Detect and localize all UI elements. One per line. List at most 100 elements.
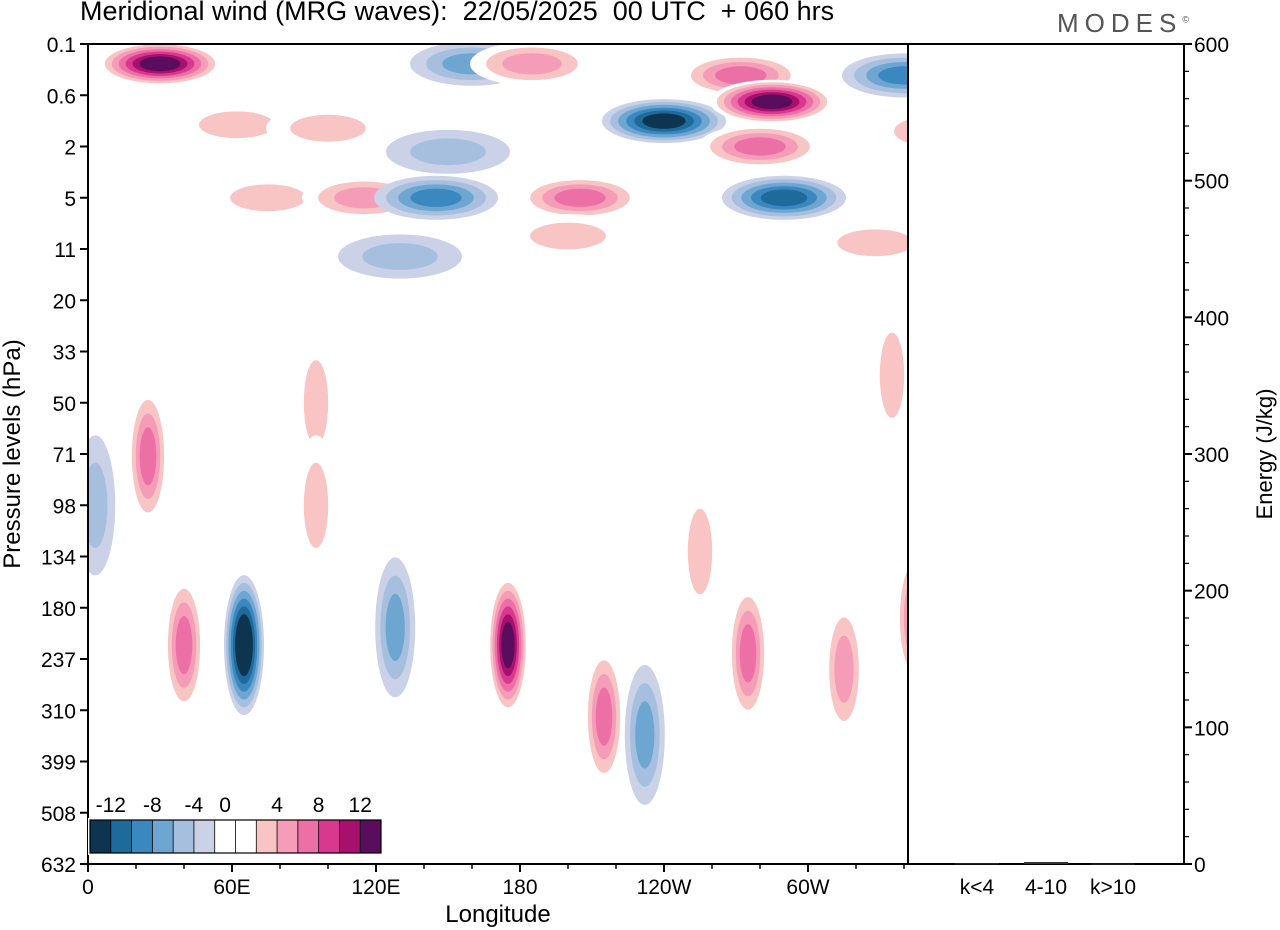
- energy-y-tick-label: 400: [1194, 307, 1229, 330]
- y-tick-label: 2: [64, 137, 76, 160]
- energy-y-tick-label: 600: [1194, 34, 1229, 57]
- wind-contour-11-1: [530, 222, 606, 250]
- colorbar-swatch: [235, 820, 257, 853]
- wind-contour-18-0: [878, 112, 908, 151]
- energy-x-tick-label: k>10: [1090, 876, 1136, 899]
- y-tick-label: 237: [41, 649, 76, 672]
- wind-contour-35-1: [935, 482, 959, 567]
- y-tick-label: 632: [41, 854, 76, 877]
- figure-title: Meridional wind (MRG waves): 22/05/2025 …: [80, 0, 835, 26]
- y-tick-label: 310: [41, 700, 76, 723]
- energy-frame: [907, 43, 1185, 865]
- energy-bar: [1091, 863, 1135, 865]
- colorbar-swatch: [297, 820, 319, 853]
- wind-contour-12-5: [642, 113, 686, 129]
- colorbar-swatch: [277, 820, 299, 853]
- energy-y-axis: 0 100 200 300 400 500 600: [1184, 34, 1229, 877]
- wind-contour-30-2: [635, 701, 655, 769]
- y-tick-label: 71: [53, 444, 76, 467]
- wind-contour-29-3: [595, 687, 613, 746]
- wind-contour-0-6: [139, 56, 181, 72]
- energy-x-tick-label: 4-10: [1025, 876, 1067, 899]
- colorbar-swatch: [131, 820, 153, 853]
- wind-contour-18-1: [894, 119, 908, 143]
- wind-contour-5-3: [410, 188, 462, 207]
- y-tick-label: 134: [41, 547, 76, 570]
- wind-contour-1-1: [199, 111, 275, 139]
- colorbar-label: -8: [143, 794, 162, 817]
- wind-contour-7-1: [362, 243, 438, 270]
- heatmap-y-axis: 0.1 0.6 2 5 11 20 33 50 71 98 134 180 237 310 399 508 63…: [41, 34, 88, 877]
- y-tick-label: 399: [41, 752, 76, 775]
- y-tick-label: 0.6: [47, 85, 76, 108]
- heatmap-field: [88, 44, 970, 805]
- wind-contour-28-6: [501, 621, 515, 669]
- colorbar-label: 4: [271, 794, 283, 817]
- wind-contour-21-1: [879, 332, 905, 418]
- wind-contour-31-1: [687, 508, 713, 595]
- x-tick-label: 60W: [786, 876, 829, 899]
- y-tick-label: 50: [53, 393, 76, 416]
- heatmap-frame: [87, 43, 909, 865]
- x-tick-label: 120E: [351, 876, 400, 899]
- y-tick-label: 33: [53, 342, 76, 365]
- wind-contour-33-2: [834, 635, 854, 703]
- colorbar-swatch: [360, 820, 382, 853]
- wind-contour-25-6: [237, 621, 251, 669]
- heatmap-y-axis-title: Pressure levels (hPa): [0, 339, 26, 568]
- y-tick-label: 5: [64, 188, 76, 211]
- colorbar-swatch: [90, 820, 112, 853]
- colorbar: -12 -8 -4 0 4 8 12: [88, 794, 383, 855]
- x-tick-label: 120W: [637, 876, 692, 899]
- wind-contour-17-3: [878, 66, 908, 85]
- colorbar-swatch: [339, 820, 361, 853]
- y-tick-label: 180: [41, 598, 76, 621]
- wind-contour-26-1: [303, 462, 329, 548]
- wind-contour-15-3: [734, 137, 786, 156]
- energy-y-axis-title: Energy (J/kg): [1252, 389, 1277, 520]
- colorbar-swatch: [214, 820, 236, 853]
- energy-bar: [955, 863, 999, 865]
- energy-y-tick-label: 500: [1194, 171, 1229, 194]
- x-tick-label: 0: [82, 876, 94, 899]
- wind-contour-6-1: [410, 138, 486, 166]
- wind-contour-24-3: [175, 616, 193, 675]
- colorbar-label: 0: [219, 794, 231, 817]
- y-tick-label: 0.1: [47, 34, 76, 57]
- wind-contour-32-3: [739, 624, 757, 683]
- wind-contour-13-3: [715, 66, 767, 85]
- wind-contour-3-1: [290, 114, 366, 142]
- colorbar-swatch: [256, 820, 278, 853]
- colorbar-swatch: [110, 820, 132, 853]
- y-tick-label: 508: [41, 803, 76, 826]
- wind-contour-2-1: [230, 184, 306, 212]
- colorbar-label: -12: [96, 794, 126, 817]
- wind-contour-9-2: [502, 53, 562, 75]
- energy-y-tick-label: 200: [1194, 581, 1229, 604]
- energy-y-tick-label: 0: [1194, 854, 1206, 877]
- wind-contour-34-2: [903, 585, 908, 651]
- y-tick-label: 11: [54, 239, 76, 262]
- heatmap-x-axis: 0 60E 120E 180 120W 60W: [82, 864, 905, 899]
- wind-contour-27-2: [385, 593, 405, 662]
- energy-y-tick-label: 100: [1194, 717, 1229, 740]
- energy-y-tick-label: 300: [1194, 444, 1229, 467]
- colorbar-label: 8: [313, 794, 325, 817]
- x-tick-label: 180: [502, 876, 537, 899]
- wind-contour-19-1: [837, 229, 908, 257]
- heatmap-x-axis-title: Longitude: [445, 901, 550, 928]
- wind-contour-22-3: [139, 427, 157, 486]
- colorbar-swatch: [152, 820, 174, 853]
- brand-registered-mark: ©: [1182, 14, 1189, 25]
- x-tick-label: 60E: [213, 876, 250, 899]
- wind-contour-35-0: [927, 454, 967, 594]
- brand-name: MODES: [1057, 8, 1183, 38]
- wind-contour-14-6: [751, 94, 793, 110]
- wind-contour-18-2: [910, 121, 970, 142]
- colorbar-swatch: [318, 820, 340, 853]
- wind-contour-10-3: [554, 188, 606, 207]
- colorbar-swatch: [173, 820, 195, 853]
- energy-x-tick-label: k<4: [960, 876, 995, 899]
- wind-contour-20-1: [303, 360, 329, 446]
